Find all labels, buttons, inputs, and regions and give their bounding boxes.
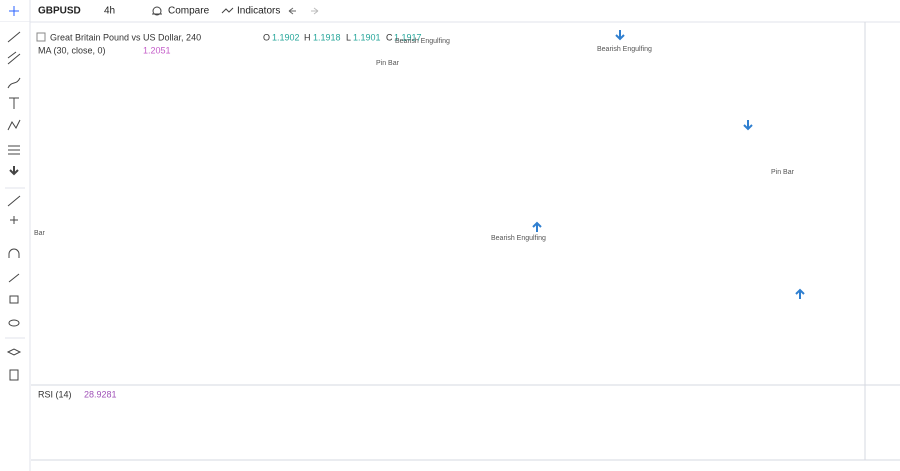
- down-arrow: [743, 120, 753, 131]
- ohlc-label: C: [386, 32, 393, 42]
- rsi-legend: RSI (14): [38, 389, 72, 399]
- undo-icon[interactable]: [288, 7, 296, 15]
- forecast-tool[interactable]: [8, 145, 20, 155]
- collapse-icon[interactable]: [36, 32, 46, 42]
- annotation: Bearish Engulfing: [597, 46, 652, 53]
- zoom-tool[interactable]: [10, 216, 18, 224]
- annotation: Pin Bar: [771, 169, 795, 176]
- compare-button[interactable]: Compare: [168, 6, 210, 17]
- tree-tool[interactable]: [6, 348, 22, 356]
- annotation: Pin Bar: [376, 60, 400, 67]
- annotation: Bearish Engulfing: [395, 38, 450, 45]
- up-arrow: [795, 288, 805, 299]
- lock-tool[interactable]: [9, 295, 19, 304]
- drawing-tools: [6, 6, 22, 381]
- trend-tool[interactable]: [7, 31, 21, 43]
- up-arrow: [532, 221, 542, 232]
- interval[interactable]: 4h: [104, 6, 115, 17]
- ohlc-value: 1.1917: [394, 32, 422, 42]
- crosshair-tool[interactable]: [9, 6, 19, 16]
- chart-title: Great Britain Pound vs US Dollar, 240: [50, 32, 201, 42]
- symbol[interactable]: GBPUSD: [38, 6, 81, 17]
- redo-icon[interactable]: [311, 7, 319, 15]
- left-toolbar: [0, 22, 30, 471]
- text-tool[interactable]: [9, 97, 19, 109]
- indicators-icon[interactable]: [221, 7, 234, 14]
- ma-legend: MA (30, close, 0): [38, 45, 106, 55]
- brush-tool[interactable]: [7, 77, 21, 89]
- magnet-tool[interactable]: [8, 248, 20, 258]
- pattern-tool[interactable]: [7, 119, 21, 131]
- annotation: Bar: [34, 230, 46, 237]
- annotation: Bearish Engulfing: [491, 235, 546, 242]
- signal-arrows: [532, 30, 805, 299]
- compare-icon[interactable]: [152, 6, 162, 16]
- ma-value: 1.2051: [143, 45, 171, 55]
- ohlc-value: 1.1902: [272, 32, 300, 42]
- indicators-button[interactable]: Indicators: [237, 6, 280, 17]
- ohlc-value: 1.1901: [353, 32, 381, 42]
- ohlc-label: L: [346, 32, 351, 42]
- measure-tool[interactable]: [7, 195, 21, 207]
- ohlc-value: 1.1918: [313, 32, 341, 42]
- fib-tool[interactable]: [7, 51, 21, 65]
- rsi-value: 28.9281: [84, 389, 117, 399]
- down-arrow: [615, 30, 625, 41]
- ohlc-label: H: [304, 32, 311, 42]
- arrow-tool[interactable]: [9, 166, 19, 176]
- visibility-tool[interactable]: [8, 319, 20, 327]
- top-toolbar: [0, 0, 900, 22]
- stay-drawing-tool[interactable]: [8, 273, 20, 283]
- remove-tool[interactable]: [9, 369, 19, 381]
- ohlc-label: O: [263, 32, 270, 42]
